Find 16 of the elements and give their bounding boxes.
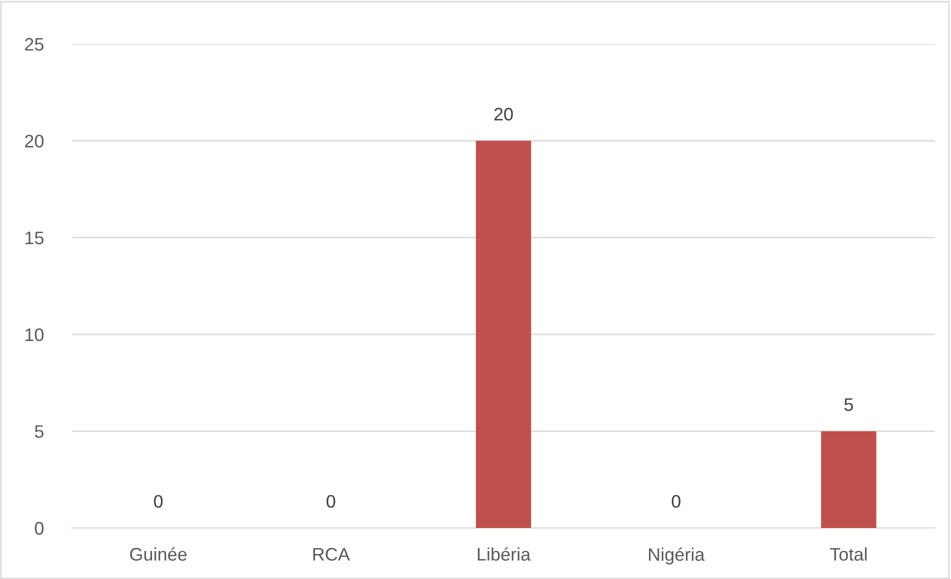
x-tick-label: RCA xyxy=(313,548,350,561)
data-label: 0 xyxy=(154,494,163,508)
y-tick-label: 15 xyxy=(26,232,44,244)
x-tick-label: Libéria xyxy=(478,547,531,561)
data-label: 0 xyxy=(326,494,336,508)
y-tick-label: 0 xyxy=(34,522,44,535)
x-tick-label: Nigéria xyxy=(648,547,705,564)
data-label: 20 xyxy=(494,108,513,121)
x-tick-label: Total xyxy=(830,547,867,561)
data-label: 0 xyxy=(672,494,680,508)
x-tick-label: Guinée xyxy=(130,547,187,561)
y-tick-label: 25 xyxy=(25,38,44,51)
data-label: 5 xyxy=(844,398,853,411)
y-tick-label: 10 xyxy=(26,328,44,342)
y-tick-label: 5 xyxy=(34,425,44,438)
y-tick-label: 20 xyxy=(25,134,44,148)
